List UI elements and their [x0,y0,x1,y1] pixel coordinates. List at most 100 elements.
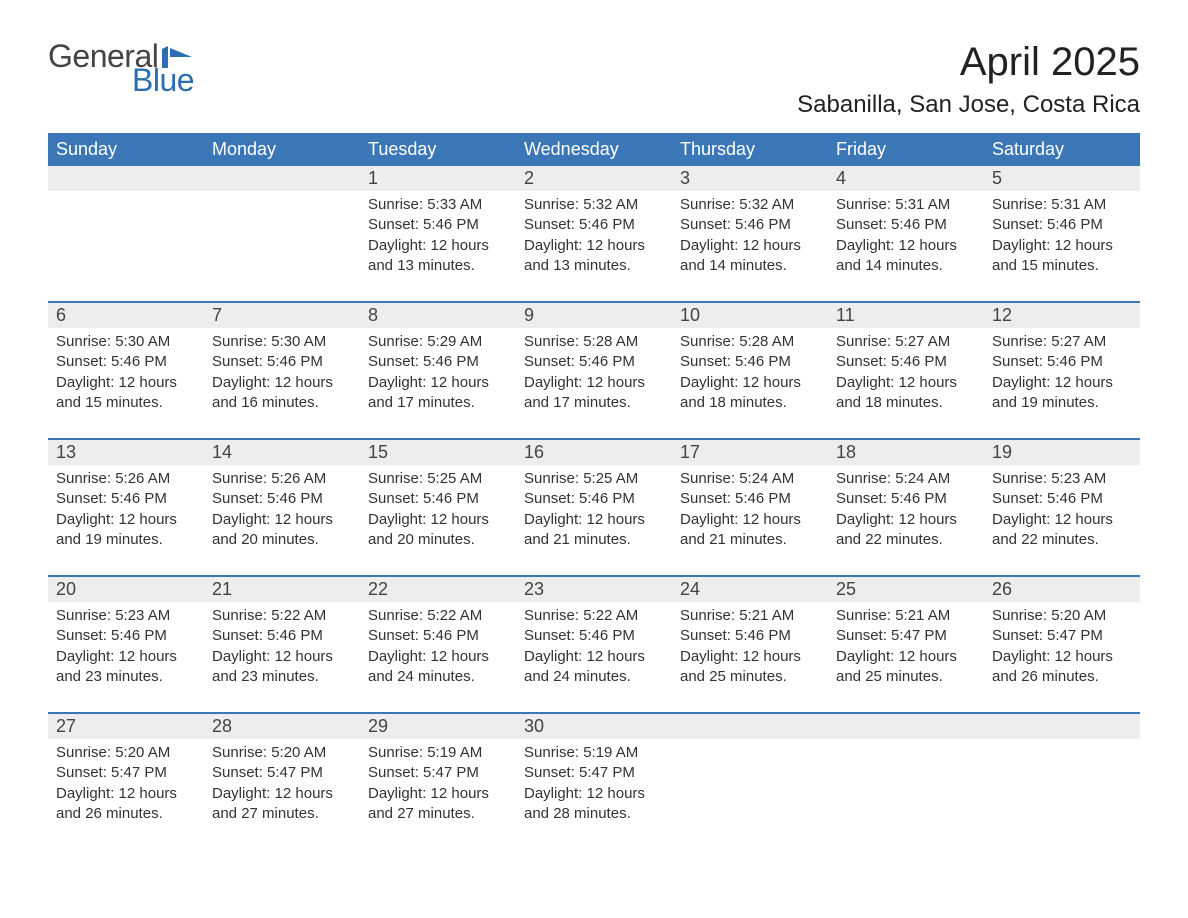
day-number: 8 [360,303,516,328]
day-number [828,714,984,739]
day-sunset: Sunset: 5:46 PM [56,489,196,509]
day-daylightA: Daylight: 12 hours [368,373,508,393]
day-daylightB: and 17 minutes. [524,393,664,413]
day-cell [984,739,1140,835]
page-title: April 2025 [797,40,1140,85]
day-number: 12 [984,303,1140,328]
day-daylightA: Daylight: 12 hours [56,510,196,530]
day-number: 1 [360,166,516,191]
weekday-header: Wednesday [516,133,672,166]
day-sunrise: Sunrise: 5:31 AM [836,195,976,215]
day-cell: Sunrise: 5:20 AMSunset: 5:47 PMDaylight:… [984,602,1140,698]
day-daylightB: and 23 minutes. [56,667,196,687]
weekday-header: Tuesday [360,133,516,166]
day-sunset: Sunset: 5:46 PM [524,626,664,646]
day-daylightB: and 23 minutes. [212,667,352,687]
day-sunset: Sunset: 5:46 PM [56,626,196,646]
day-sunset: Sunset: 5:46 PM [992,215,1132,235]
day-cell: Sunrise: 5:28 AMSunset: 5:46 PMDaylight:… [672,328,828,424]
day-number [48,166,204,191]
day-daylightA: Daylight: 12 hours [212,373,352,393]
day-number-strip: 6789101112 [48,303,1140,328]
day-number: 2 [516,166,672,191]
day-cell: Sunrise: 5:29 AMSunset: 5:46 PMDaylight:… [360,328,516,424]
day-sunrise: Sunrise: 5:20 AM [56,743,196,763]
day-cell: Sunrise: 5:27 AMSunset: 5:46 PMDaylight:… [828,328,984,424]
day-sunrise: Sunrise: 5:25 AM [524,469,664,489]
day-number: 28 [204,714,360,739]
weeks-container: 12345Sunrise: 5:33 AMSunset: 5:46 PMDayl… [48,166,1140,835]
day-daylightB: and 27 minutes. [212,804,352,824]
day-cell: Sunrise: 5:30 AMSunset: 5:46 PMDaylight:… [204,328,360,424]
day-daylightB: and 22 minutes. [992,530,1132,550]
day-number: 30 [516,714,672,739]
day-number: 3 [672,166,828,191]
day-cell: Sunrise: 5:31 AMSunset: 5:46 PMDaylight:… [984,191,1140,287]
day-daylightA: Daylight: 12 hours [836,510,976,530]
day-daylightB: and 13 minutes. [524,256,664,276]
day-daylightA: Daylight: 12 hours [680,236,820,256]
day-number: 13 [48,440,204,465]
day-cell: Sunrise: 5:21 AMSunset: 5:46 PMDaylight:… [672,602,828,698]
day-sunset: Sunset: 5:46 PM [368,489,508,509]
day-daylightB: and 28 minutes. [524,804,664,824]
day-sunset: Sunset: 5:46 PM [992,352,1132,372]
day-daylightA: Daylight: 12 hours [56,784,196,804]
weekday-header: Friday [828,133,984,166]
day-daylightB: and 22 minutes. [836,530,976,550]
title-block: April 2025 Sabanilla, San Jose, Costa Ri… [797,40,1140,119]
day-number: 18 [828,440,984,465]
day-sunset: Sunset: 5:46 PM [368,626,508,646]
day-number: 7 [204,303,360,328]
day-sunrise: Sunrise: 5:22 AM [368,606,508,626]
day-sunrise: Sunrise: 5:31 AM [992,195,1132,215]
day-sunset: Sunset: 5:46 PM [524,215,664,235]
day-daylightB: and 26 minutes. [992,667,1132,687]
day-sunrise: Sunrise: 5:22 AM [212,606,352,626]
logo: General Blue [48,40,194,96]
day-cell: Sunrise: 5:22 AMSunset: 5:46 PMDaylight:… [360,602,516,698]
day-number: 15 [360,440,516,465]
day-sunset: Sunset: 5:46 PM [212,489,352,509]
day-sunset: Sunset: 5:46 PM [368,352,508,372]
day-cell [672,739,828,835]
day-cell: Sunrise: 5:25 AMSunset: 5:46 PMDaylight:… [360,465,516,561]
logo-word-blue: Blue [132,64,194,96]
day-sunset: Sunset: 5:47 PM [992,626,1132,646]
day-daylightA: Daylight: 12 hours [56,647,196,667]
calendar: Sunday Monday Tuesday Wednesday Thursday… [48,133,1140,835]
day-daylightB: and 24 minutes. [524,667,664,687]
day-number: 19 [984,440,1140,465]
day-cell: Sunrise: 5:19 AMSunset: 5:47 PMDaylight:… [360,739,516,835]
day-number-strip: 20212223242526 [48,577,1140,602]
day-sunrise: Sunrise: 5:33 AM [368,195,508,215]
day-sunrise: Sunrise: 5:26 AM [56,469,196,489]
day-sunrise: Sunrise: 5:20 AM [212,743,352,763]
day-sunrise: Sunrise: 5:22 AM [524,606,664,626]
day-sunrise: Sunrise: 5:25 AM [368,469,508,489]
day-number: 21 [204,577,360,602]
weekday-header: Thursday [672,133,828,166]
day-sunrise: Sunrise: 5:27 AM [836,332,976,352]
day-cell: Sunrise: 5:33 AMSunset: 5:46 PMDaylight:… [360,191,516,287]
calendar-week: 27282930Sunrise: 5:20 AMSunset: 5:47 PMD… [48,712,1140,835]
day-sunrise: Sunrise: 5:28 AM [524,332,664,352]
day-daylightA: Daylight: 12 hours [524,236,664,256]
calendar-week: 6789101112Sunrise: 5:30 AMSunset: 5:46 P… [48,301,1140,424]
day-sunset: Sunset: 5:46 PM [836,215,976,235]
day-sunrise: Sunrise: 5:19 AM [368,743,508,763]
day-number-strip: 27282930 [48,714,1140,739]
day-number: 14 [204,440,360,465]
day-sunset: Sunset: 5:47 PM [56,763,196,783]
day-cell: Sunrise: 5:20 AMSunset: 5:47 PMDaylight:… [48,739,204,835]
day-sunrise: Sunrise: 5:29 AM [368,332,508,352]
day-sunset: Sunset: 5:46 PM [524,352,664,372]
day-number: 26 [984,577,1140,602]
day-daylightB: and 14 minutes. [836,256,976,276]
weekday-header-row: Sunday Monday Tuesday Wednesday Thursday… [48,133,1140,166]
day-daylightA: Daylight: 12 hours [680,647,820,667]
weekday-header: Monday [204,133,360,166]
day-number: 25 [828,577,984,602]
day-daylightA: Daylight: 12 hours [680,373,820,393]
day-daylightA: Daylight: 12 hours [368,510,508,530]
